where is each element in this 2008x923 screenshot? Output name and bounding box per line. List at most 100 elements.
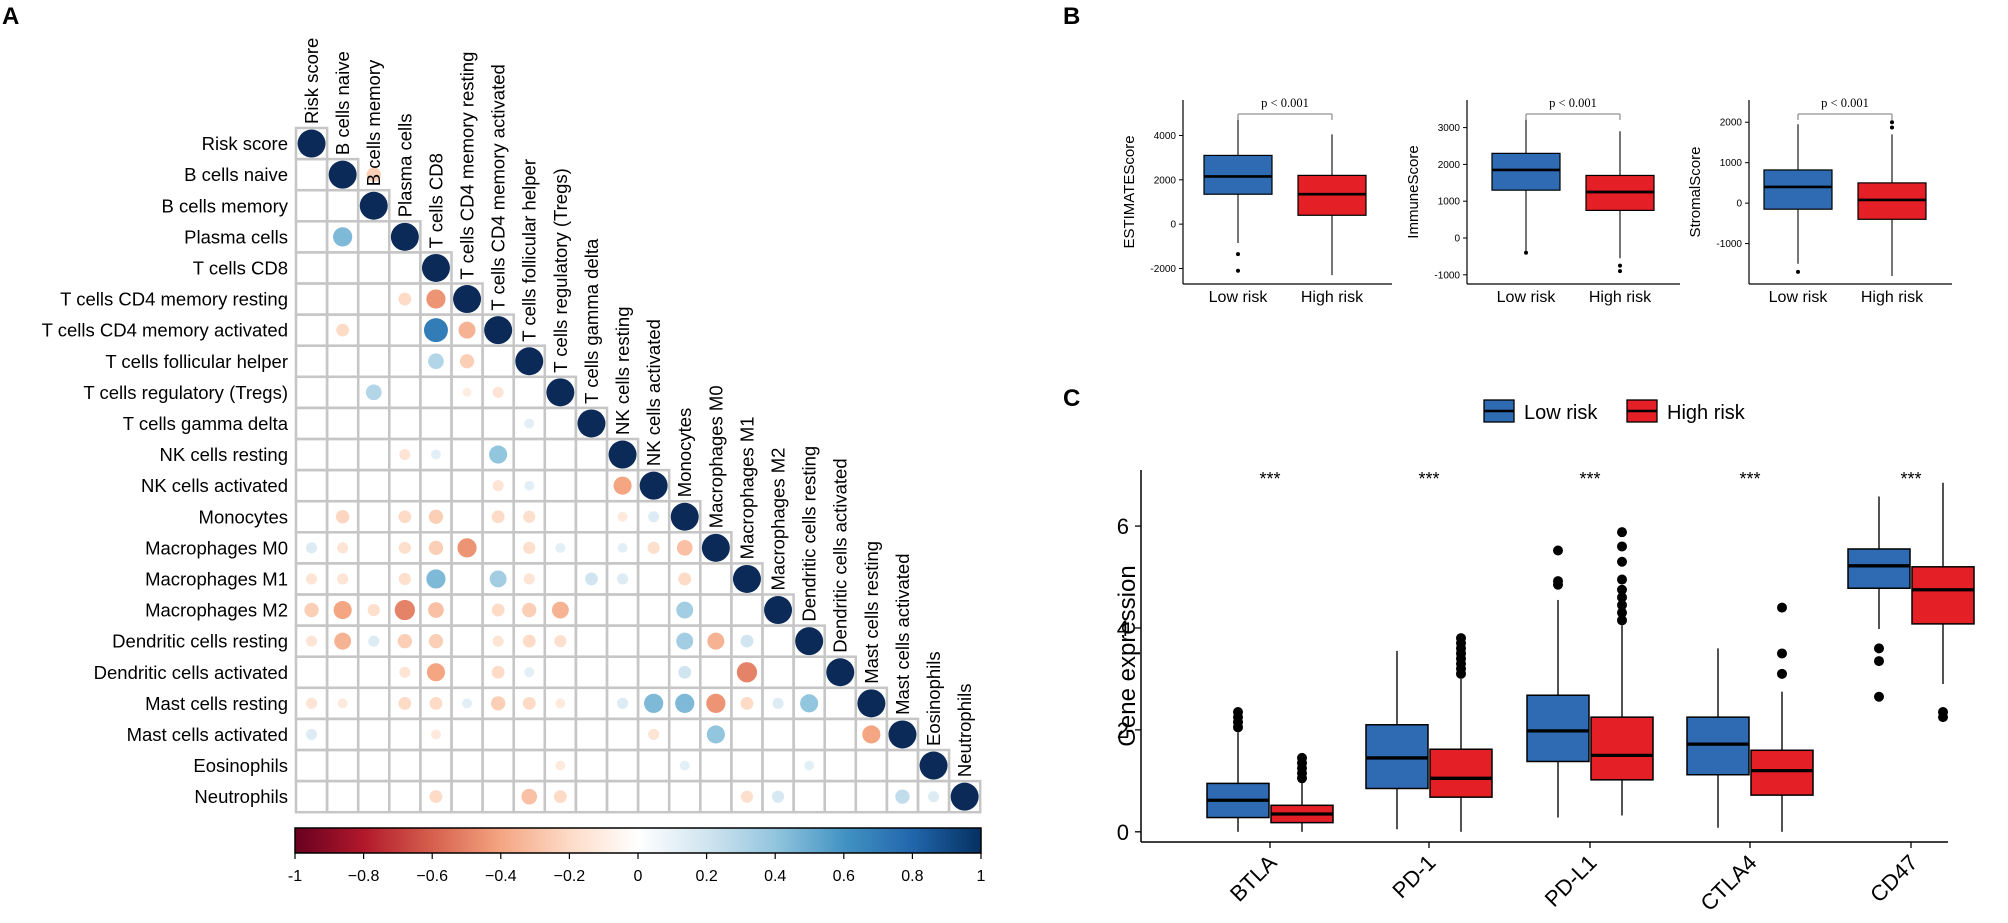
heatmap-cell xyxy=(947,779,982,814)
outlier-point xyxy=(1777,668,1787,679)
correlation-dot xyxy=(676,632,694,650)
correlation-dot-diagonal xyxy=(515,347,544,376)
correlation-dot xyxy=(428,353,444,370)
column-label: T cells gamma delta xyxy=(581,238,602,404)
outlier-point xyxy=(1796,269,1800,274)
heatmap-cell xyxy=(450,717,484,752)
heatmap-cell xyxy=(605,593,640,627)
correlation-dot xyxy=(676,601,694,619)
column-label: T cells CD4 memory resting xyxy=(457,52,478,280)
heatmap-cell xyxy=(543,406,578,441)
y-axis-label: Gene expression xyxy=(1114,565,1141,746)
correlation-dot xyxy=(399,449,411,461)
heatmap-cell xyxy=(294,437,329,472)
heatmap-cell xyxy=(481,406,515,441)
significance-label: *** xyxy=(1418,469,1439,489)
x-tick-label: PD-L1 xyxy=(1540,850,1602,912)
heatmap-cell xyxy=(325,375,360,410)
row-label: Mast cells activated xyxy=(127,724,288,745)
y-tick-label: 0 xyxy=(1454,234,1460,245)
correlation-dot xyxy=(772,697,784,709)
heatmap-cell xyxy=(294,375,329,410)
immune-score-boxplot: -1000 0 1000 2000 3000 ImmuneScore Low risk Hig… xyxy=(1405,96,1680,306)
heatmap-cell xyxy=(450,655,484,690)
outlier-point xyxy=(1553,545,1563,556)
correlation-dot-diagonal xyxy=(484,316,513,345)
heatmap-cell xyxy=(730,593,764,627)
correlation-dot xyxy=(524,667,535,678)
column-label: Macrophages M2 xyxy=(768,448,789,591)
correlation-dot xyxy=(398,292,412,306)
heatmap-cell xyxy=(294,282,329,316)
outlier-point xyxy=(1618,269,1622,274)
column-label: B cells naive xyxy=(332,51,353,155)
correlation-dot xyxy=(366,167,381,182)
correlation-dot xyxy=(306,697,318,709)
correlation-dot xyxy=(679,760,690,771)
y-tick-label: 1000 xyxy=(1720,158,1743,169)
correlation-dot-diagonal xyxy=(359,191,388,220)
y-axis-label: StromalScore xyxy=(1687,147,1704,238)
correlation-dot xyxy=(426,663,445,682)
correlation-dot xyxy=(521,788,538,805)
row-label: Macrophages M2 xyxy=(145,600,288,621)
heatmap-cell xyxy=(823,717,858,752)
heatmap-cell xyxy=(388,375,422,410)
correlation-dot-diagonal xyxy=(608,440,637,469)
heatmap-cell xyxy=(636,748,671,783)
outlier-point xyxy=(1297,752,1307,763)
heatmap-cell xyxy=(356,655,391,690)
heatmap-cell xyxy=(543,717,578,752)
heatmap-cell xyxy=(419,406,453,441)
correlation-dot-diagonal xyxy=(421,253,450,282)
box xyxy=(1847,548,1911,589)
heatmap-cell xyxy=(823,686,858,721)
correlation-dot xyxy=(306,635,318,647)
correlation-dot xyxy=(489,570,507,588)
y-tick-label: 2000 xyxy=(1438,160,1461,171)
correlation-dot xyxy=(644,693,664,713)
outlier-point xyxy=(1617,527,1627,538)
heatmap-cell xyxy=(761,748,795,783)
heatmap-cell xyxy=(574,748,609,783)
correlation-dot xyxy=(337,698,348,709)
correlation-dot xyxy=(740,696,754,710)
outlier-point xyxy=(1553,576,1563,587)
y-tick-label: 1000 xyxy=(1438,197,1461,208)
row-label: T cells CD4 memory resting xyxy=(60,289,288,310)
significance-label: *** xyxy=(1259,469,1280,489)
heatmap-cell xyxy=(294,468,329,503)
row-label: T cells regulatory (Tregs) xyxy=(83,382,288,403)
correlation-dot xyxy=(523,510,536,523)
heatmap-cell xyxy=(294,220,329,254)
y-tick-label: -1000 xyxy=(1434,270,1460,281)
row-label: T cells gamma delta xyxy=(123,413,289,434)
heatmap-cell xyxy=(543,437,578,472)
heatmap-cell xyxy=(761,655,795,690)
heatmap-cell xyxy=(388,779,422,814)
correlation-dot xyxy=(804,760,815,771)
column-label: Dendritic cells resting xyxy=(799,446,820,622)
colorbar-tick-label: −0.2 xyxy=(554,868,586,885)
column-label: T cells CD4 memory activated xyxy=(488,64,509,310)
heatmap-cell xyxy=(699,779,733,814)
column-label: Macrophages M0 xyxy=(705,385,726,528)
correlation-dot xyxy=(489,445,508,464)
heatmap-cell xyxy=(481,344,515,379)
y-tick-label: 0 xyxy=(1736,199,1742,210)
correlation-dot xyxy=(398,572,411,586)
heatmap-cell xyxy=(294,779,329,814)
outlier-point xyxy=(1617,607,1627,618)
correlation-dot xyxy=(522,634,536,648)
correlation-dot xyxy=(522,602,537,618)
correlation-dot xyxy=(647,541,660,554)
estimate-score-boxplot: -2000 0 2000 4000 ESTIMATEScore Low risk High … xyxy=(1121,96,1392,306)
correlation-dot xyxy=(555,698,566,709)
correlation-dot xyxy=(462,387,472,397)
heatmap-cell xyxy=(730,748,764,783)
heatmap-cell xyxy=(481,779,515,814)
heatmap-cell xyxy=(356,531,391,565)
correlation-dot xyxy=(462,698,473,709)
x-tick-label: Low risk xyxy=(1497,289,1557,306)
